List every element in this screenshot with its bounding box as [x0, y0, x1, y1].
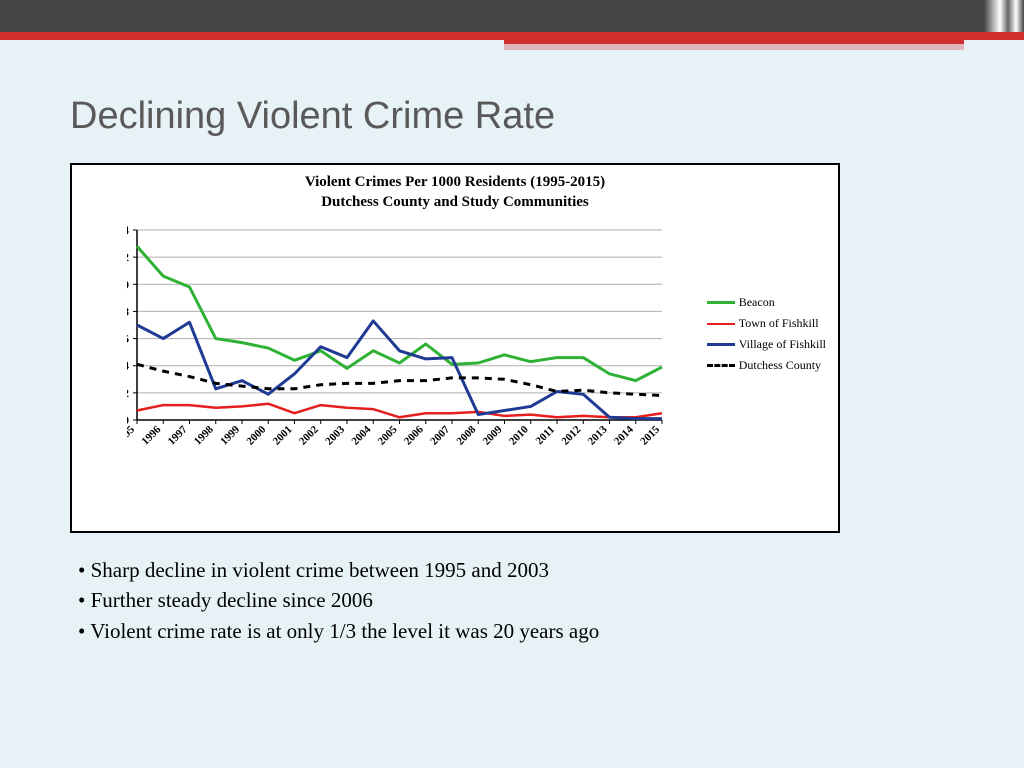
svg-text:1997: 1997: [166, 423, 190, 447]
legend-label: Town of Fishkill: [739, 316, 819, 331]
svg-text:14: 14: [127, 225, 129, 237]
chart-title-line2: Dutchess County and Study Communities: [321, 194, 589, 210]
slide-top-bar: [0, 0, 1024, 32]
chart-plot-area: 0246810121419951996199719981999200020012…: [127, 225, 667, 455]
legend-item: Dutchess County: [707, 358, 826, 373]
svg-text:2014: 2014: [612, 423, 636, 447]
svg-text:2009: 2009: [481, 423, 505, 447]
svg-text:2013: 2013: [586, 423, 610, 447]
legend-label: Dutchess County: [739, 358, 821, 373]
chart-title-line1: Violent Crimes Per 1000 Residents (1995-…: [305, 174, 605, 190]
svg-text:2000: 2000: [244, 423, 268, 447]
svg-text:12: 12: [127, 250, 129, 264]
legend-item: Village of Fishkill: [707, 337, 826, 352]
svg-text:6: 6: [127, 332, 129, 346]
svg-text:2: 2: [127, 386, 129, 400]
svg-text:1999: 1999: [218, 423, 242, 447]
bullet-list: Sharp decline in violent crime between 1…: [78, 555, 1024, 646]
svg-text:2010: 2010: [507, 423, 531, 447]
svg-text:2006: 2006: [402, 423, 426, 447]
legend-label: Beacon: [739, 295, 775, 310]
legend-item: Beacon: [707, 295, 826, 310]
bullet-item: Violent crime rate is at only 1/3 the le…: [78, 616, 1024, 646]
bullet-item: Sharp decline in violent crime between 1…: [78, 555, 1024, 585]
slide-accent-bar: [0, 32, 1024, 40]
legend-item: Town of Fishkill: [707, 316, 826, 331]
svg-text:4: 4: [127, 359, 129, 373]
svg-text:2005: 2005: [376, 423, 400, 447]
crime-chart: Violent Crimes Per 1000 Residents (1995-…: [70, 163, 840, 533]
legend-swatch: [707, 364, 735, 367]
svg-text:2015: 2015: [638, 423, 662, 447]
svg-text:8: 8: [127, 304, 129, 318]
chart-title: Violent Crimes Per 1000 Residents (1995-…: [82, 173, 828, 212]
svg-text:1996: 1996: [139, 423, 163, 447]
chart-legend: Beacon Town of Fishkill Village of Fishkil…: [707, 295, 826, 379]
svg-text:2012: 2012: [559, 423, 583, 447]
legend-swatch: [707, 343, 735, 346]
svg-text:1995: 1995: [127, 423, 137, 447]
legend-swatch: [707, 301, 735, 304]
svg-text:2002: 2002: [297, 423, 321, 447]
legend-swatch: [707, 323, 735, 325]
svg-text:2004: 2004: [349, 423, 373, 447]
svg-text:2008: 2008: [454, 423, 478, 447]
slide-title: Declining Violent Crime Rate: [0, 40, 1024, 138]
svg-text:2011: 2011: [533, 424, 557, 448]
svg-text:10: 10: [127, 277, 129, 291]
legend-label: Village of Fishkill: [739, 337, 826, 352]
svg-text:1998: 1998: [192, 423, 216, 447]
svg-text:2001: 2001: [271, 424, 295, 448]
svg-text:2007: 2007: [428, 423, 452, 447]
svg-text:2003: 2003: [323, 423, 347, 447]
bullet-item: Further steady decline since 2006: [78, 585, 1024, 615]
